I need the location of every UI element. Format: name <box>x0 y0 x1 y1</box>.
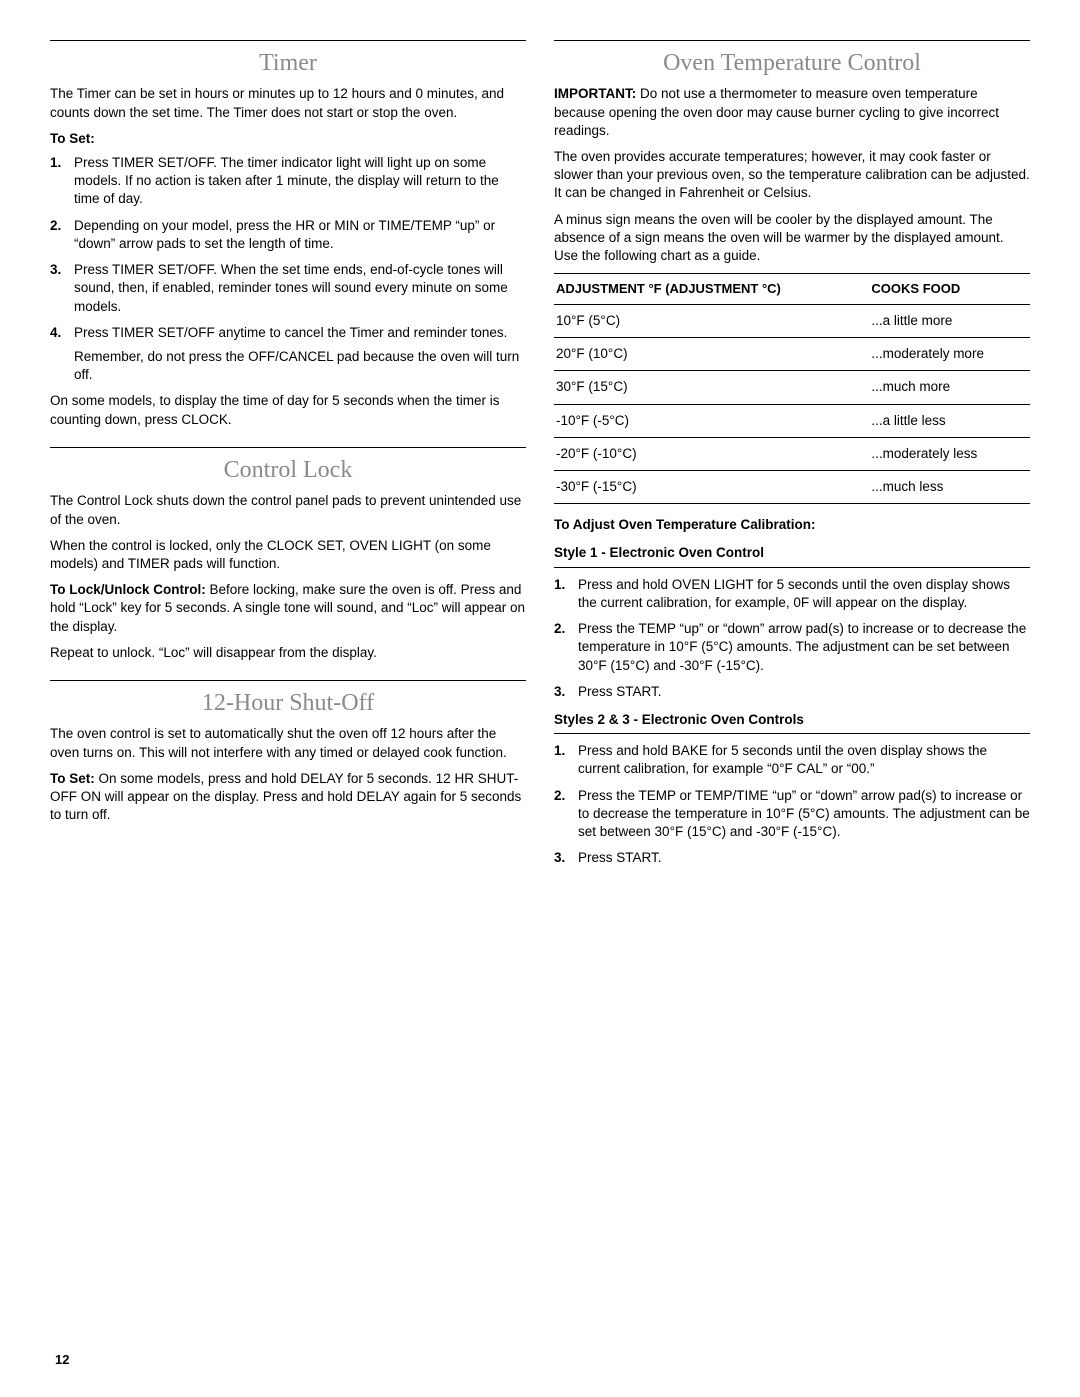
style23-head: Styles 2 & 3 - Electronic Oven Controls <box>554 711 1030 734</box>
style1-steps: Press and hold OVEN LIGHT for 5 seconds … <box>554 576 1030 701</box>
step-text: Press START. <box>578 850 662 865</box>
style23-steps: Press and hold BAKE for 5 seconds until … <box>554 742 1030 867</box>
timer-step: Press TIMER SET/OFF. The timer indicator… <box>50 154 526 209</box>
cell-adj: 30°F (15°C) <box>554 371 869 404</box>
section-control-lock: Control Lock The Control Lock shuts down… <box>50 447 526 662</box>
lead-bold: IMPORTANT: <box>554 86 636 101</box>
table-row: 10°F (5°C)...a little more <box>554 304 1030 337</box>
cell-food: ...moderately less <box>869 437 1030 470</box>
oven-temp-p2: The oven provides accurate temperatures;… <box>554 148 1030 203</box>
page-columns: Timer The Timer can be set in hours or m… <box>50 40 1030 886</box>
section-rule <box>50 40 526 41</box>
list-item: Press the TEMP “up” or “down” arrow pad(… <box>554 620 1030 675</box>
shut-off-p1: The oven control is set to automatically… <box>50 725 526 761</box>
control-lock-p1: The Control Lock shuts down the control … <box>50 492 526 528</box>
step-text: Press START. <box>578 684 662 699</box>
cell-adj: 10°F (5°C) <box>554 304 869 337</box>
timer-step: Depending on your model, press the HR or… <box>50 217 526 253</box>
cell-adj: -10°F (-5°C) <box>554 404 869 437</box>
cell-food: ...a little more <box>869 304 1030 337</box>
table-row: 20°F (10°C)...moderately more <box>554 338 1030 371</box>
list-item: Press and hold OVEN LIGHT for 5 seconds … <box>554 576 1030 612</box>
cell-food: ...much more <box>869 371 1030 404</box>
left-column: Timer The Timer can be set in hours or m… <box>50 40 526 886</box>
timer-steps: Press TIMER SET/OFF. The timer indicator… <box>50 154 526 384</box>
table-head-a: ADJUSTMENT °F (ADJUSTMENT °C) <box>554 274 869 305</box>
timer-step: Press TIMER SET/OFF anytime to cancel th… <box>50 324 526 385</box>
to-set-label: To Set: <box>50 130 526 148</box>
cell-food: ...much less <box>869 471 1030 504</box>
cell-adj: 20°F (10°C) <box>554 338 869 371</box>
cell-adj: -30°F (-15°C) <box>554 471 869 504</box>
list-item: Press and hold BAKE for 5 seconds until … <box>554 742 1030 778</box>
lead-bold: To Lock/Unlock Control: <box>50 582 206 597</box>
control-lock-p4: Repeat to unlock. “Loc” will disappear f… <box>50 644 526 662</box>
step-text: Press the TEMP or TEMP/TIME “up” or “dow… <box>578 788 1030 839</box>
list-item: Press the TEMP or TEMP/TIME “up” or “dow… <box>554 787 1030 842</box>
step-text: Press TIMER SET/OFF. When the set time e… <box>74 262 508 313</box>
step-text: Press the TEMP “up” or “down” arrow pad(… <box>578 621 1026 672</box>
step-text: Depending on your model, press the HR or… <box>74 218 495 251</box>
list-item: Press START. <box>554 683 1030 701</box>
page-number: 12 <box>55 1351 69 1369</box>
shut-off-p2: To Set: On some models, press and hold D… <box>50 770 526 825</box>
table-row: -20°F (-10°C)...moderately less <box>554 437 1030 470</box>
section-title-control-lock: Control Lock <box>50 454 526 486</box>
section-timer: Timer The Timer can be set in hours or m… <box>50 40 526 429</box>
list-item: Press START. <box>554 849 1030 867</box>
table-head-b: COOKS FOOD <box>869 274 1030 305</box>
section-oven-temp: Oven Temperature Control IMPORTANT: Do n… <box>554 40 1030 868</box>
step-text: Press and hold BAKE for 5 seconds until … <box>578 743 987 776</box>
oven-temp-p1: IMPORTANT: Do not use a thermometer to m… <box>554 85 1030 140</box>
calib-head: To Adjust Oven Temperature Calibration: <box>554 516 1030 534</box>
step-text: Press and hold OVEN LIGHT for 5 seconds … <box>578 577 1010 610</box>
section-title-shut-off: 12-Hour Shut-Off <box>50 687 526 719</box>
rest-text: On some models, press and hold DELAY for… <box>50 771 521 822</box>
lead-bold: To Set: <box>50 771 95 786</box>
table-row: -30°F (-15°C)...much less <box>554 471 1030 504</box>
timer-step: Press TIMER SET/OFF. When the set time e… <box>50 261 526 316</box>
step-text: Press TIMER SET/OFF. The timer indicator… <box>74 155 499 206</box>
control-lock-p2: When the control is locked, only the CLO… <box>50 537 526 573</box>
table-row: -10°F (-5°C)...a little less <box>554 404 1030 437</box>
right-column: Oven Temperature Control IMPORTANT: Do n… <box>554 40 1030 886</box>
cell-food: ...a little less <box>869 404 1030 437</box>
section-rule <box>50 447 526 448</box>
step-text: Press TIMER SET/OFF anytime to cancel th… <box>74 325 507 340</box>
cell-food: ...moderately more <box>869 338 1030 371</box>
step-follow: Remember, do not press the OFF/CANCEL pa… <box>74 348 526 384</box>
table-row: 30°F (15°C)...much more <box>554 371 1030 404</box>
section-rule <box>50 680 526 681</box>
control-lock-p3: To Lock/Unlock Control: Before locking, … <box>50 581 526 636</box>
adjustment-table: ADJUSTMENT °F (ADJUSTMENT °C) COOKS FOOD… <box>554 273 1030 504</box>
cell-adj: -20°F (-10°C) <box>554 437 869 470</box>
style1-head: Style 1 - Electronic Oven Control <box>554 544 1030 567</box>
section-title-oven-temp: Oven Temperature Control <box>554 47 1030 79</box>
timer-outro: On some models, to display the time of d… <box>50 392 526 428</box>
timer-intro: The Timer can be set in hours or minutes… <box>50 85 526 121</box>
section-rule <box>554 40 1030 41</box>
oven-temp-p3: A minus sign means the oven will be cool… <box>554 211 1030 266</box>
section-shut-off: 12-Hour Shut-Off The oven control is set… <box>50 680 526 824</box>
section-title-timer: Timer <box>50 47 526 79</box>
